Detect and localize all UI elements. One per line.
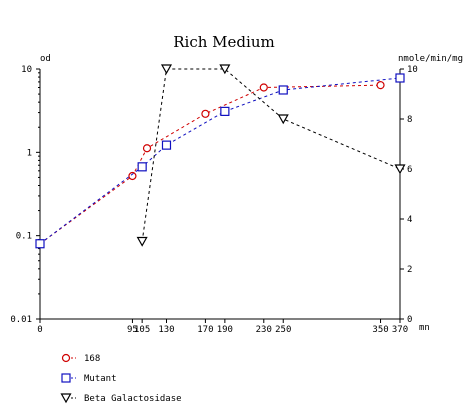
y-right-tick-label: 10 [407, 65, 418, 75]
y-left-tick-label: 0.1 [16, 232, 32, 242]
plot-frame [39, 69, 401, 320]
x-tick-label: 350 [372, 325, 388, 335]
x-tick-label: 0 [37, 325, 42, 335]
y-right-tick-label: 8 [407, 115, 412, 125]
legend-marker [61, 373, 71, 383]
legend-marker [61, 353, 71, 363]
y-left-tick-label: 0.01 [10, 315, 32, 325]
data-point [160, 64, 173, 75]
x-tick-label: 170 [197, 325, 213, 335]
legend-label: 168 [84, 354, 100, 364]
series-layer [35, 64, 406, 249]
legend: 168 Mutant Beta Galactosidase [60, 353, 182, 404]
data-point [136, 236, 148, 247]
series-circle [35, 81, 385, 248]
x-tick-label: 250 [275, 325, 291, 335]
data-point [394, 164, 406, 175]
y-right-tick-label: 0 [407, 315, 412, 325]
y-right-axis-label: nmole/min/mg [398, 54, 463, 64]
data-point [128, 171, 137, 181]
x-tick-label: 130 [158, 325, 174, 335]
x-axis-unit: mn [419, 323, 430, 333]
legend-item: Beta Galactosidase [60, 393, 182, 404]
data-point [395, 73, 405, 83]
y-right-tick-label: 6 [407, 165, 412, 175]
x-tick-label: 190 [217, 325, 233, 335]
data-point [161, 140, 172, 150]
data-point [201, 109, 210, 118]
legend-marker [60, 393, 72, 404]
data-point [35, 239, 45, 249]
data-point [219, 64, 231, 75]
data-point [376, 81, 385, 90]
x-tick-label: 370 [392, 325, 408, 335]
chart-title: Rich Medium [173, 33, 274, 51]
y-left-tick-label: 1 [27, 148, 32, 158]
series-line [39, 77, 401, 245]
y-right-tick-label: 2 [407, 265, 412, 275]
data-point [277, 114, 289, 125]
x-tick-label: 95 [127, 325, 138, 335]
y-left-tick-label: 10 [21, 65, 32, 75]
data-point [142, 144, 152, 153]
series-line [39, 84, 381, 245]
series-triangle-down [136, 64, 406, 247]
legend-label: Mutant [84, 374, 117, 384]
series-line [141, 68, 401, 242]
series-square [35, 73, 405, 249]
legend-item: 168 [61, 353, 100, 364]
data-point [220, 106, 230, 116]
legend-label: Beta Galactosidase [84, 394, 182, 404]
x-tick-label: 230 [256, 325, 272, 335]
data-point [278, 85, 288, 95]
legend-item: Mutant [61, 373, 117, 384]
y-left-axis-label: od [40, 54, 51, 64]
data-point [259, 83, 268, 92]
data-point [137, 162, 147, 172]
x-tick-label: 105 [134, 325, 150, 335]
y-right-tick-label: 4 [407, 215, 412, 225]
